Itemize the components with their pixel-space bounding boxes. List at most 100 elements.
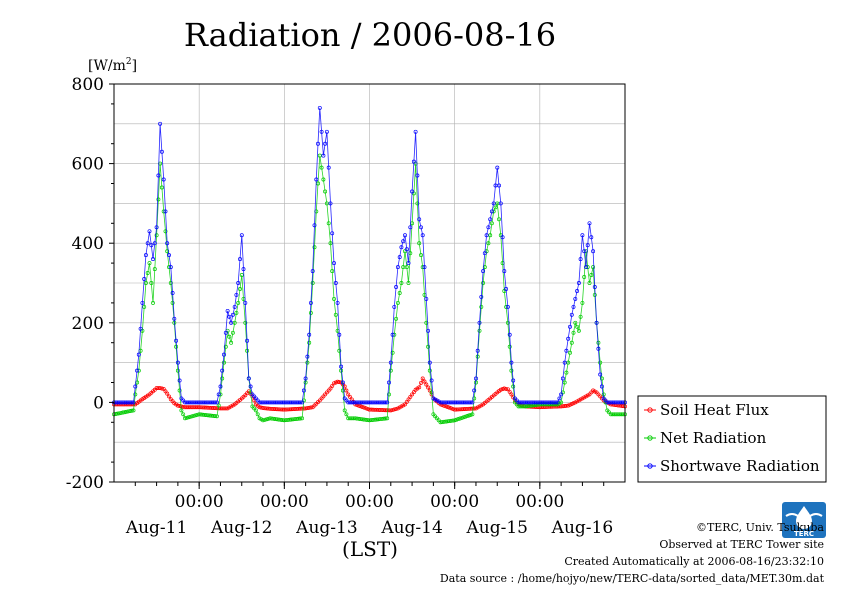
data-point — [477, 328, 482, 333]
data-point — [143, 253, 148, 258]
data-point — [332, 381, 336, 386]
y-tick-label: 600 — [72, 155, 104, 175]
data-point — [124, 400, 129, 405]
data-point — [122, 400, 127, 405]
data-point — [399, 245, 404, 250]
data-point — [537, 405, 542, 410]
data-point — [298, 416, 303, 421]
data-point — [206, 400, 210, 405]
data-point — [445, 405, 450, 409]
data-point — [296, 406, 301, 411]
data-point — [300, 416, 305, 421]
data-point — [234, 310, 239, 315]
data-point — [575, 324, 580, 329]
data-point — [468, 400, 473, 405]
data-point — [534, 402, 539, 407]
data-point — [206, 413, 210, 418]
data-point — [222, 406, 226, 411]
data-point — [387, 392, 391, 397]
data-point — [273, 417, 278, 422]
data-point — [158, 386, 163, 391]
data-point — [429, 390, 434, 395]
data-point — [243, 320, 248, 325]
data-point — [236, 281, 241, 285]
data-point — [253, 408, 258, 413]
data-point — [227, 314, 232, 319]
data-point — [289, 407, 294, 412]
data-point — [268, 406, 273, 411]
y-tick-label: 200 — [72, 314, 104, 334]
data-point — [518, 404, 523, 409]
data-point — [145, 271, 150, 275]
data-point — [129, 408, 134, 413]
data-point — [424, 296, 429, 301]
data-point — [500, 235, 505, 240]
data-point — [184, 400, 189, 405]
data-point — [346, 400, 351, 405]
data-point — [394, 406, 399, 411]
data-point — [442, 419, 446, 424]
data-point — [544, 400, 549, 405]
day-label: Aug-15 — [466, 518, 528, 538]
data-point — [388, 368, 393, 373]
data-point — [358, 400, 363, 405]
data-point — [159, 149, 164, 154]
data-point — [344, 412, 349, 417]
data-point — [179, 408, 184, 413]
data-point — [190, 414, 195, 419]
data-point — [401, 239, 406, 244]
legend-swatch-marker — [647, 407, 653, 413]
data-point — [339, 364, 344, 369]
data-point — [151, 257, 155, 262]
data-point — [358, 404, 363, 409]
data-point — [198, 405, 203, 410]
data-point — [277, 400, 281, 405]
data-point — [239, 273, 244, 277]
data-point — [223, 406, 228, 411]
data-point — [564, 348, 569, 353]
data-point — [303, 376, 308, 381]
data-point — [284, 418, 289, 423]
data-point — [475, 348, 480, 353]
data-point — [332, 261, 336, 266]
data-point — [454, 400, 459, 405]
data-point — [555, 400, 560, 405]
data-point — [317, 105, 322, 110]
data-point — [568, 324, 572, 329]
data-point — [502, 269, 507, 274]
data-point — [401, 265, 406, 270]
data-point — [505, 320, 510, 325]
data-point — [200, 400, 205, 405]
data-point — [332, 296, 336, 301]
data-point — [167, 253, 171, 258]
data-point — [447, 405, 452, 410]
data-point — [573, 296, 578, 301]
data-point — [568, 350, 572, 355]
data-point — [316, 141, 320, 146]
data-point — [289, 417, 294, 422]
data-point — [275, 400, 280, 405]
data-point — [356, 416, 361, 421]
data-point — [330, 231, 335, 236]
day-label: Aug-12 — [210, 518, 272, 538]
data-point — [269, 400, 274, 405]
data-point — [497, 217, 501, 222]
data-point — [419, 225, 423, 230]
data-point — [328, 386, 333, 391]
data-point — [470, 412, 475, 417]
data-point — [275, 407, 280, 412]
data-point — [140, 300, 145, 305]
data-point — [447, 400, 452, 405]
data-point — [291, 400, 296, 405]
data-point — [365, 418, 370, 423]
data-point — [207, 413, 212, 418]
data-point — [358, 417, 363, 422]
data-point — [207, 405, 212, 410]
data-point — [470, 406, 475, 411]
data-point — [411, 159, 416, 164]
data-point — [301, 388, 306, 393]
data-point — [599, 384, 604, 389]
data-point — [330, 269, 335, 274]
data-point — [523, 400, 528, 405]
data-point — [200, 412, 205, 417]
